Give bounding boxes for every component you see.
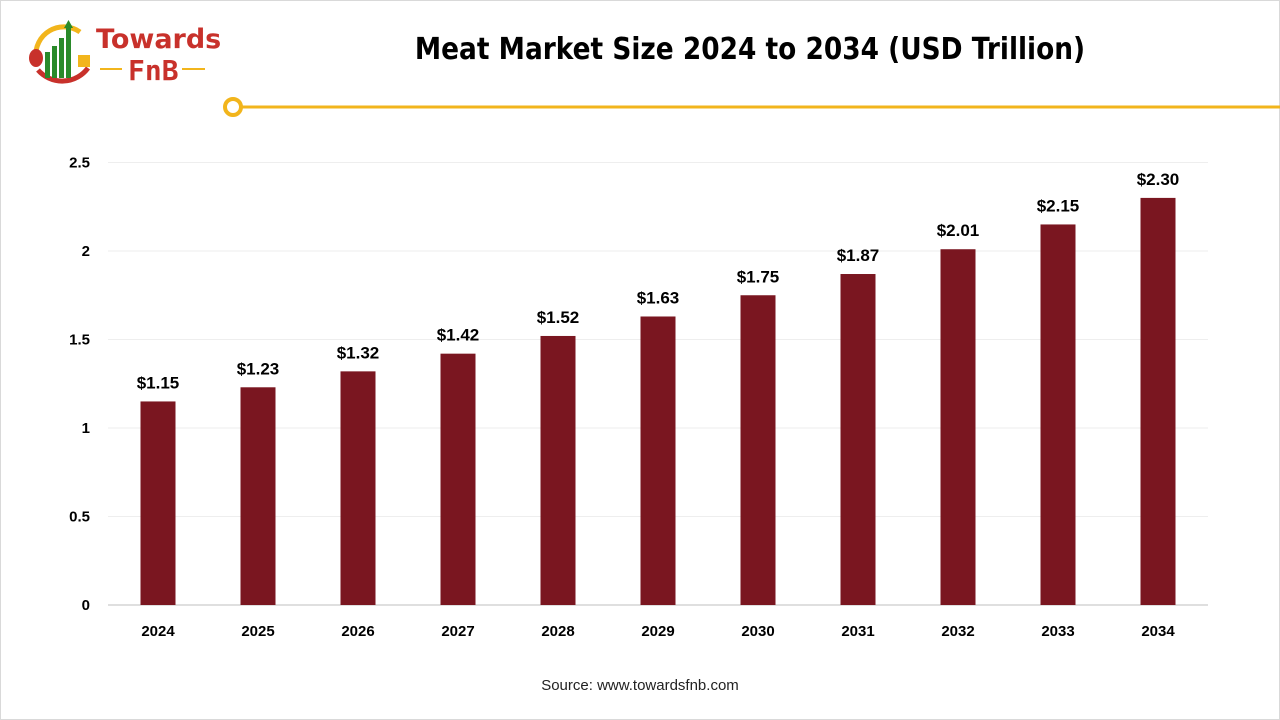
- x-tick-label: 2030: [741, 623, 774, 640]
- data-label: $1.75: [737, 267, 780, 286]
- data-label: $1.87: [837, 246, 880, 265]
- x-tick-label: 2031: [841, 623, 874, 640]
- bar-2030: [740, 295, 776, 605]
- source-note: Source: www.towardsfnb.com: [541, 677, 739, 694]
- data-label: $1.52: [537, 308, 580, 327]
- data-label: $1.32: [337, 343, 380, 362]
- bar-2033: [1040, 224, 1076, 605]
- bar-2028: [540, 335, 576, 605]
- data-label: $2.30: [1137, 170, 1180, 189]
- x-tick-label: 2027: [441, 623, 474, 640]
- y-tick-label: 1: [82, 420, 90, 437]
- logo-sub: FnB: [128, 54, 179, 87]
- chart-title: Meat Market Size 2024 to 2034 (USD Trill…: [414, 32, 1086, 67]
- data-label: $1.42: [437, 326, 480, 345]
- bar-2031: [840, 274, 876, 605]
- data-label: $2.15: [1037, 196, 1080, 215]
- y-tick-label: 0.5: [69, 509, 90, 526]
- x-tick-label: 2028: [541, 623, 574, 640]
- x-tick-label: 2032: [941, 623, 974, 640]
- bar-2026: [340, 371, 376, 605]
- y-tick-label: 2: [82, 243, 90, 260]
- logo-text: Towards: [96, 24, 222, 55]
- x-tick-label: 2026: [341, 623, 374, 640]
- x-tick-label: 2034: [1141, 623, 1175, 640]
- x-tick-label: 2029: [641, 623, 674, 640]
- x-tick-label: 2033: [1041, 623, 1074, 640]
- bar-2034: [1140, 197, 1176, 605]
- data-label: $1.63: [637, 288, 680, 307]
- y-tick-label: 0: [82, 597, 90, 614]
- data-label: $1.23: [237, 359, 280, 378]
- bar-2024: [140, 401, 176, 605]
- y-tick-label: 1.5: [69, 332, 90, 349]
- y-tick-label: 2.5: [69, 155, 90, 172]
- data-label: $2.01: [937, 221, 980, 240]
- x-tick-label: 2024: [141, 623, 175, 640]
- accent-circle: [223, 97, 243, 117]
- bar-2029: [640, 316, 676, 605]
- bar-2027: [440, 353, 476, 605]
- data-label: $1.15: [137, 373, 180, 392]
- bar-2032: [940, 249, 976, 606]
- x-tick-label: 2025: [241, 623, 274, 640]
- bar-2025: [240, 387, 276, 605]
- logo-icon: [29, 20, 205, 84]
